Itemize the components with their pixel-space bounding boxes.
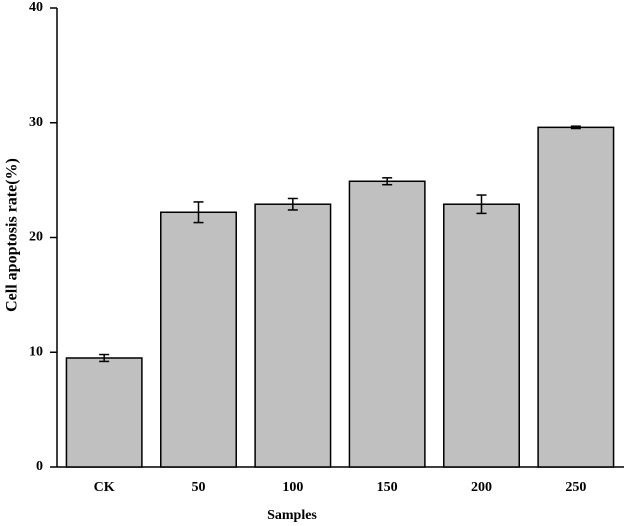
x-tick-label: CK (94, 480, 115, 495)
bar (443, 203, 520, 468)
bar (537, 126, 615, 468)
bar (254, 203, 332, 468)
y-tick-label: 10 (29, 344, 43, 359)
x-tick-label: 250 (565, 480, 586, 495)
x-tick-label: 150 (377, 480, 398, 495)
y-tick-label: 40 (29, 0, 43, 15)
x-tick-label: 200 (471, 480, 492, 495)
y-axis-title: Cell apoptosis rate(%) (4, 158, 21, 312)
y-tick-label: 20 (29, 230, 43, 245)
y-tick-label: 0 (36, 459, 43, 474)
x-axis-title: Samples (267, 508, 317, 523)
x-tick-label: 50 (192, 480, 206, 495)
bar (348, 180, 426, 468)
y-tick-label: 30 (29, 115, 43, 130)
x-tick-label: 100 (282, 480, 303, 495)
bar (65, 357, 143, 468)
bar (160, 211, 237, 468)
